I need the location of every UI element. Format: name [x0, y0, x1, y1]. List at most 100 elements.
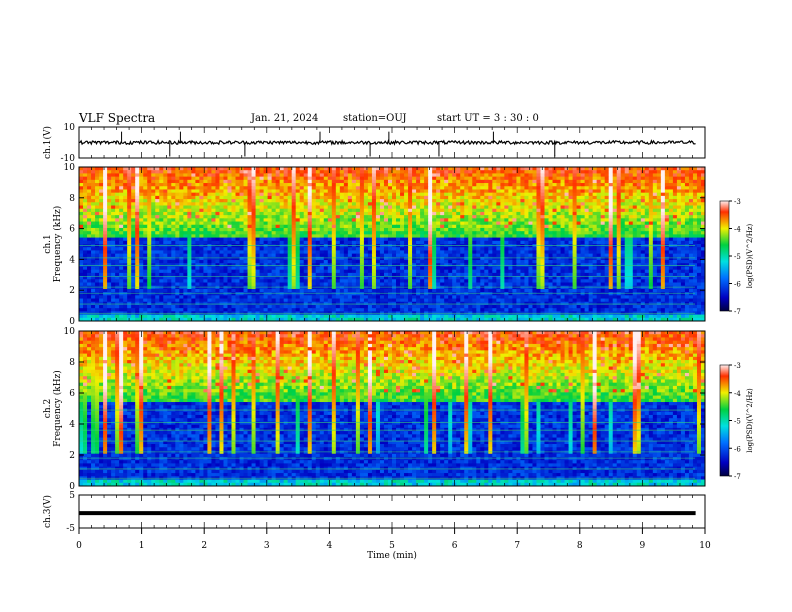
spectrogram-cell: [500, 173, 505, 178]
spectrogram-cell: [219, 221, 224, 226]
spectrogram-cell: [179, 202, 184, 206]
spectrogram-cell: [596, 221, 602, 226]
spectrogram-cell: [616, 173, 622, 178]
spectrogram-cell: [99, 215, 104, 219]
spectrogram-cell: [432, 186, 437, 190]
spectrogram-cell: [624, 189, 630, 194]
spectrogram-cell: [103, 202, 108, 206]
spectrogram-cell: [544, 186, 549, 190]
spectrogram-cell: [387, 227, 393, 232]
spectrogram-cell: [468, 208, 473, 213]
spectrogram-cell: [167, 189, 172, 194]
spectrogram-cell: [303, 167, 309, 171]
spectrogram-cell: [375, 179, 381, 184]
spectrogram-cell: [696, 176, 702, 181]
spectrogram-cell: [644, 221, 650, 226]
spectrogram-cell: [127, 221, 132, 226]
spectrogram-cell: [456, 202, 461, 206]
spectrogram-cell: [275, 195, 281, 200]
spectrogram-cell: [275, 237, 281, 242]
spectrogram-cell: [468, 260, 473, 264]
spectrogram-cell: [612, 224, 618, 229]
spectrogram-cell: [484, 215, 489, 219]
spectrogram-cell: [91, 237, 96, 242]
spectrogram-cell: [628, 202, 634, 206]
spectrogram-cell: [87, 186, 92, 190]
spectrogram-cell: [524, 189, 529, 194]
spectrogram-cell: [103, 263, 108, 267]
spectrogram-cell: [568, 176, 574, 181]
spectrogram-cell: [263, 173, 269, 178]
spectrogram-cell: [243, 173, 249, 178]
spectrogram-cell: [251, 170, 257, 174]
spectrogram-cell: [660, 218, 666, 223]
spectrogram-cell: [359, 224, 365, 229]
spectrogram-cell: [159, 189, 164, 194]
spectrogram-cell: [167, 211, 172, 216]
spectrogram-cell: [688, 202, 694, 206]
spectrogram-cell: [351, 195, 357, 200]
spectrogram-cell: [211, 183, 216, 187]
spectrogram-cell: [628, 183, 634, 187]
spectrogram-cell: [175, 231, 180, 235]
spectrogram-cell: [323, 250, 329, 255]
spectrogram-cell: [568, 183, 574, 187]
spectrogram-cell: [287, 195, 293, 200]
spectrogram-cell: [307, 240, 313, 245]
spectrogram-cell: [291, 240, 297, 245]
spectrogram-cell: [500, 237, 505, 242]
spectrogram-cell: [307, 170, 313, 174]
spectrogram-cell: [283, 195, 289, 200]
spectrogram-cell: [107, 192, 112, 197]
spectrogram-cell: [139, 195, 144, 200]
spectrogram-cell: [111, 237, 116, 242]
spectrogram-cell: [299, 195, 305, 200]
spectrogram-cell: [564, 176, 570, 181]
spectrogram-cell: [167, 215, 172, 219]
spectrogram-cell: [251, 183, 257, 187]
spectrogram-cell: [604, 195, 610, 200]
spectrogram-cell: [392, 260, 397, 264]
spectrogram-cell: [644, 208, 650, 213]
spectrogram-cell: [299, 183, 305, 187]
spectrogram-cell: [404, 208, 409, 213]
spectrogram-cell: [488, 256, 493, 261]
spectrogram-cell: [656, 256, 662, 261]
spectrogram-cell: [371, 231, 377, 235]
spectrogram-cell: [424, 215, 429, 219]
spectrogram-cell: [127, 260, 132, 264]
spectrogram-cell: [123, 167, 128, 171]
spectrogram-cell: [672, 237, 678, 242]
spectrogram-cell: [480, 192, 485, 197]
spectrogram-cell: [456, 263, 461, 267]
spectrogram-cell: [163, 176, 168, 181]
spectrogram-cell: [295, 192, 301, 197]
spectrogram-cell: [604, 231, 610, 235]
spectrogram-cell: [91, 189, 96, 194]
spectrogram-cell: [291, 266, 297, 271]
spectrogram-cell: [355, 253, 361, 258]
spectrogram-cell: [219, 176, 224, 181]
spectrogram-cell: [492, 263, 497, 267]
spectrogram-cell: [331, 260, 337, 264]
spectrogram-cell: [275, 260, 281, 264]
spectrogram-cell: [664, 211, 670, 216]
spectrogram-cell: [299, 167, 305, 171]
spectrogram-cell: [227, 266, 232, 271]
spectrogram-cell: [496, 179, 501, 184]
spectrogram-cell: [540, 179, 545, 184]
spectrogram-cell: [536, 189, 541, 194]
spectrogram-cell: [620, 227, 626, 232]
spectrogram-cell: [187, 221, 192, 226]
spectrogram-cell: [143, 167, 148, 171]
spectrogram-cell: [347, 202, 353, 206]
spectrogram-cell: [283, 183, 289, 187]
spectrogram-cell: [187, 176, 192, 181]
spectrogram-cell: [155, 218, 160, 223]
spectrogram-cell: [91, 170, 96, 174]
spectrogram-cell: [151, 224, 156, 229]
spectrogram-cell: [684, 266, 690, 271]
spectrogram-cell: [299, 179, 305, 184]
spectrogram-cell: [379, 240, 385, 245]
spectrogram-cell: [367, 260, 373, 264]
